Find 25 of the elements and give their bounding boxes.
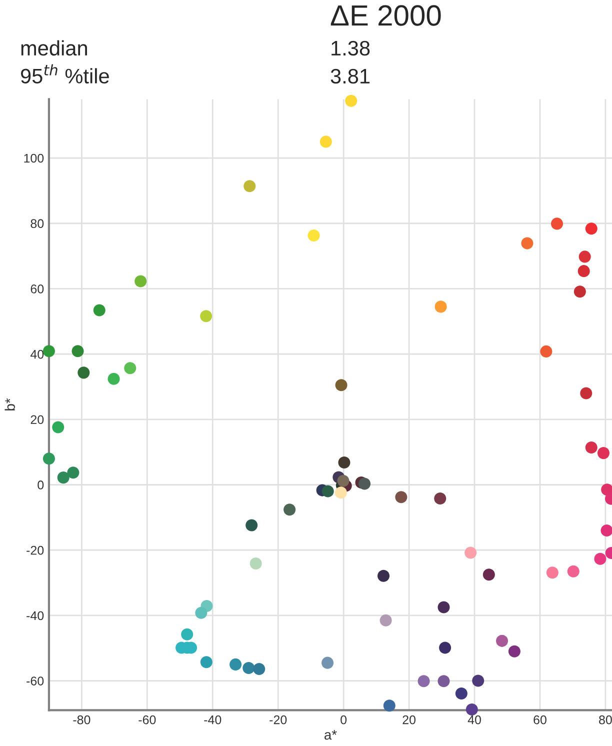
y-tick-label: 0 [38, 480, 44, 490]
y-tick-label: -40 [26, 611, 44, 620]
x-tick-label: 60 [534, 715, 546, 724]
x-tick-label: 40 [468, 715, 481, 724]
y-tick-label: -60 [26, 676, 44, 686]
x-tick-label: -20 [270, 715, 287, 724]
x-tick-label: -40 [204, 715, 222, 724]
y-tick-label: 60 [30, 284, 44, 294]
text: 1.38 [332, 40, 370, 56]
text: median [21, 40, 87, 56]
y-tick-label: 100 [24, 154, 44, 163]
chart-title: ΔE 2000 [330, 5, 441, 26]
x-tick-label: 20 [402, 715, 416, 724]
y-axis-title: b* [4, 398, 15, 410]
y-tick-label: 20 [30, 415, 44, 424]
x-tick-label: 80 [599, 715, 612, 724]
y-tick-label: 40 [30, 350, 44, 359]
y-tick-label: 80 [30, 219, 44, 228]
text: 3.81 [330, 68, 370, 84]
text: 95$^{th}$ %tile [20, 64, 109, 84]
y-tick-label: -20 [26, 546, 44, 555]
x-axis-title: a* [324, 730, 337, 740]
x-tick-label: 0 [340, 715, 347, 724]
x-tick-label: -80 [73, 715, 90, 724]
x-tick-label: -60 [138, 715, 156, 724]
